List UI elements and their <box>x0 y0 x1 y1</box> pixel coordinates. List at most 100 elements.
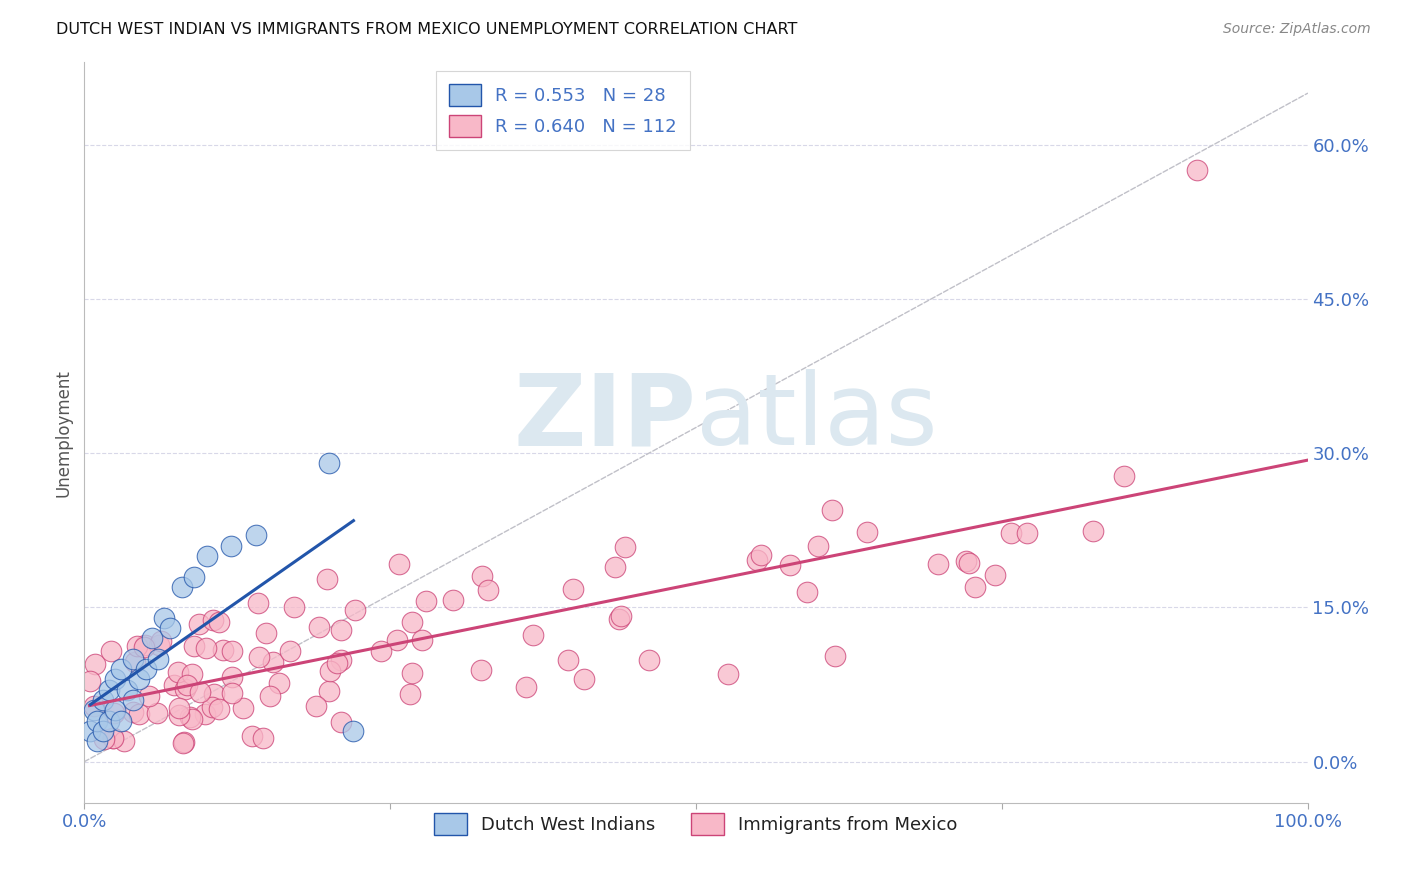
Point <box>330 714 353 729</box>
Text: DUTCH WEST INDIAN VS IMMIGRANTS FROM MEXICO UNEMPLOYMENT CORRELATION CHART: DUTCH WEST INDIAN VS IMMIGRANTS FROM MEX… <box>56 22 797 37</box>
Point <box>167 701 190 715</box>
Point <box>470 663 492 677</box>
Point <box>83 698 105 713</box>
Point <box>326 656 349 670</box>
Point <box>91 723 114 738</box>
Point <box>134 638 156 652</box>
Point <box>824 649 846 664</box>
Point <box>194 706 217 721</box>
Point <box>370 644 392 658</box>
Point <box>330 624 353 638</box>
Point <box>603 559 626 574</box>
Point <box>637 653 659 667</box>
Point <box>101 731 124 746</box>
Point <box>86 734 108 748</box>
Point <box>305 698 328 713</box>
Text: ZIP: ZIP <box>513 369 696 467</box>
Point <box>522 628 544 642</box>
Point <box>200 699 222 714</box>
Point <box>79 673 101 688</box>
Point <box>254 626 277 640</box>
Point <box>330 653 353 667</box>
Point <box>110 662 132 676</box>
Point <box>172 736 194 750</box>
Point <box>148 638 170 652</box>
Point <box>83 703 105 717</box>
Point <box>262 655 284 669</box>
Text: Source: ZipAtlas.com: Source: ZipAtlas.com <box>1223 22 1371 37</box>
Point <box>128 673 150 687</box>
Point <box>411 633 433 648</box>
Point <box>613 540 636 554</box>
Point <box>232 700 254 714</box>
Point <box>415 594 437 608</box>
Point <box>146 706 169 721</box>
Point <box>318 684 340 698</box>
Point <box>259 689 281 703</box>
Point <box>172 580 194 594</box>
Point <box>477 583 499 598</box>
Point <box>471 569 494 583</box>
Point <box>221 670 243 684</box>
Point <box>187 616 209 631</box>
Point <box>97 682 120 697</box>
Point <box>319 664 342 678</box>
Point <box>79 723 101 738</box>
Point <box>176 678 198 692</box>
Point <box>856 525 879 540</box>
Point <box>135 662 157 676</box>
Point <box>141 632 163 646</box>
Point <box>610 609 633 624</box>
Point <box>124 655 146 669</box>
Point <box>342 723 364 738</box>
Point <box>128 706 150 721</box>
Point <box>515 681 537 695</box>
Point <box>245 528 267 542</box>
Point <box>246 596 269 610</box>
Point <box>180 713 202 727</box>
Point <box>84 657 107 671</box>
Point <box>572 672 595 686</box>
Point <box>965 580 987 594</box>
Point <box>749 548 772 562</box>
Point <box>153 611 176 625</box>
Point <box>955 553 977 567</box>
Point <box>86 714 108 728</box>
Point <box>807 539 830 553</box>
Point <box>1112 468 1135 483</box>
Text: atlas: atlas <box>696 369 938 467</box>
Point <box>269 676 291 690</box>
Point <box>318 457 340 471</box>
Point <box>927 557 949 571</box>
Point <box>240 729 263 743</box>
Point <box>401 615 423 630</box>
Point <box>283 600 305 615</box>
Point <box>443 593 465 607</box>
Point <box>388 558 411 572</box>
Point <box>747 553 769 567</box>
Point <box>221 644 243 658</box>
Point <box>343 603 366 617</box>
Point <box>399 687 422 701</box>
Point <box>221 686 243 700</box>
Point <box>796 584 818 599</box>
Point <box>149 634 172 648</box>
Point <box>188 685 211 699</box>
Point <box>1081 524 1104 539</box>
Point <box>167 707 190 722</box>
Point <box>122 652 145 666</box>
Point <box>1000 525 1022 540</box>
Point <box>163 677 186 691</box>
Point <box>104 673 127 687</box>
Point <box>167 665 190 679</box>
Point <box>181 667 204 681</box>
Point <box>174 681 197 696</box>
Point <box>315 572 337 586</box>
Point <box>561 582 583 596</box>
Point <box>957 556 980 570</box>
Point <box>104 703 127 717</box>
Point <box>97 714 120 728</box>
Point <box>100 644 122 658</box>
Point <box>387 632 409 647</box>
Point <box>401 666 423 681</box>
